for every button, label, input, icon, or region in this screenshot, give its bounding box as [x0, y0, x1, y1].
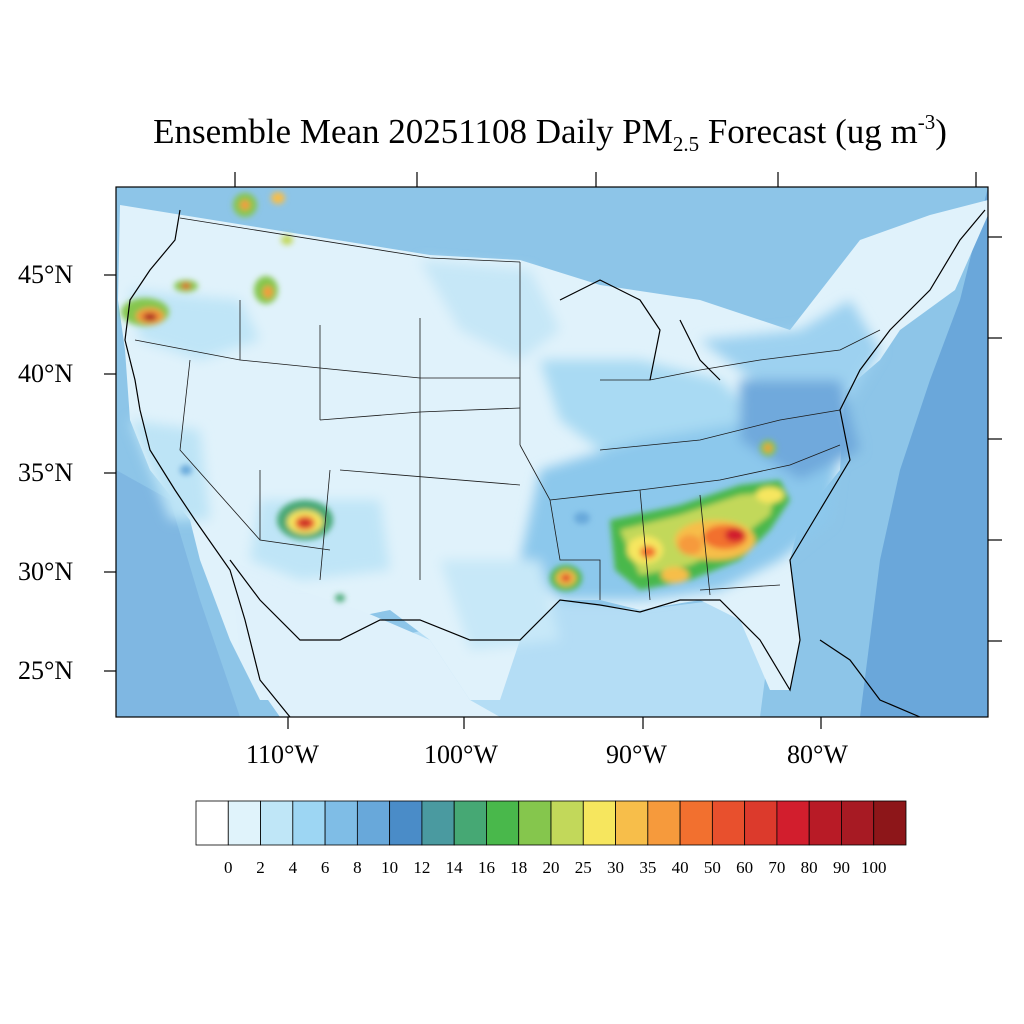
colorbar-tick-label: 25	[574, 858, 592, 877]
colorbar-swatch	[292, 800, 326, 846]
chart-title: Ensemble Mean 20251108 Daily PM2.5 Forec…	[153, 110, 947, 156]
colorbar-tick-label: 4	[288, 858, 298, 877]
colorbar-swatch	[227, 800, 261, 846]
lat-label: 35°N	[18, 458, 74, 487]
colorbar-swatch	[647, 800, 681, 846]
colorbar-swatch	[711, 800, 746, 846]
lon-label: 90°W	[606, 740, 667, 769]
colorbar-tick-label: 35	[639, 858, 657, 877]
colorbar-swatch	[389, 800, 423, 846]
colorbar-swatch	[518, 800, 552, 846]
colorbar-swatch	[356, 800, 391, 846]
colorbar-tick-label: 12	[413, 858, 431, 877]
colorbar-swatch	[453, 800, 487, 846]
mexico-land	[230, 560, 500, 717]
colorbar-swatch	[615, 800, 649, 846]
colorbar-swatch	[679, 800, 713, 846]
colorbar-tick-label: 100	[860, 858, 887, 877]
colorbar-swatch	[550, 800, 584, 846]
state-boundaries	[134, 217, 881, 601]
colorbar-tick-label: 18	[510, 858, 528, 877]
atlantic-ocean	[860, 187, 988, 717]
colorbar-tick-label: 20	[542, 858, 560, 877]
colorbar-tick-label: 8	[353, 858, 362, 877]
tick-marks	[104, 172, 1002, 729]
colorbar-tick-label: 16	[477, 858, 495, 877]
colorbar-swatch	[421, 800, 455, 846]
colorbar-tick-label: 6	[320, 858, 330, 877]
lat-label: 40°N	[18, 359, 74, 388]
colorbar-tick-label: 30	[607, 858, 625, 877]
colorbar-tick-label: 60	[736, 858, 754, 877]
lon-label: 110°W	[246, 740, 319, 769]
map-field	[116, 187, 988, 717]
map-frame	[115, 186, 989, 718]
pm25-field-high	[121, 192, 790, 602]
colorbar-swatch	[873, 800, 907, 846]
colorbar-swatch	[841, 800, 875, 846]
colorbar-swatch	[582, 800, 616, 846]
colorbar-swatch	[324, 800, 358, 846]
colorbar-tick-label: 50	[703, 858, 721, 877]
pacific-ocean	[116, 470, 240, 717]
lat-label: 25°N	[18, 656, 74, 685]
colorbar-tick-label: 2	[256, 858, 265, 877]
colorbar-tick-label: 40	[671, 858, 689, 877]
lon-label: 100°W	[424, 740, 498, 769]
colorbar-tick-label: 10	[381, 858, 399, 877]
colorbar-swatch	[260, 800, 294, 846]
colorbar-swatch	[195, 800, 229, 846]
colorbar-tick-label: 14	[445, 858, 463, 877]
colorbar-tick-label: 90	[832, 858, 850, 877]
colorbar-swatch	[776, 800, 810, 846]
colorbar-tick-label: 80	[800, 858, 818, 877]
colorbar-swatch	[808, 800, 842, 846]
lat-label: 45°N	[18, 260, 74, 289]
lon-label: 80°W	[787, 740, 848, 769]
colorbar-tick-label: 70	[768, 858, 786, 877]
colorbar-tick-label: 0	[224, 858, 233, 877]
lat-label: 30°N	[18, 557, 74, 586]
colorbar-swatch	[744, 800, 778, 846]
coastlines	[124, 209, 986, 717]
colorbar-swatch	[486, 800, 520, 846]
